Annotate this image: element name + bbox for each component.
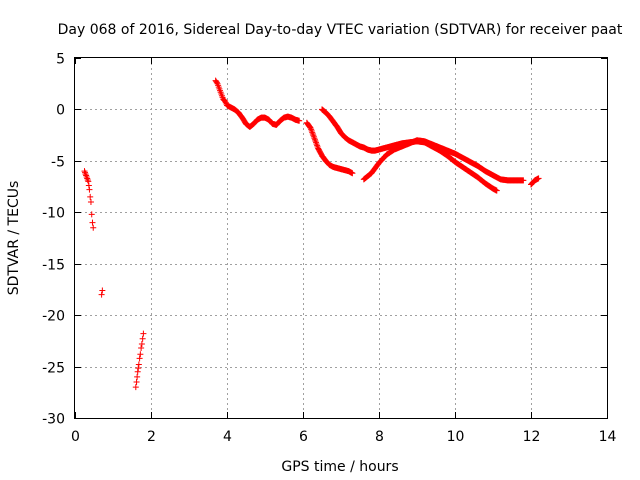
data-point	[135, 361, 142, 368]
data-series-arc-4	[212, 77, 303, 130]
data-point	[83, 174, 90, 181]
data-point	[222, 98, 229, 105]
x-tick-label: 10	[447, 429, 465, 445]
x-tick-labels: 0 2 4 6 8 10 12 14	[71, 429, 616, 445]
y-tick-label: 5	[56, 52, 65, 68]
data-point	[309, 129, 316, 136]
data-point	[312, 138, 319, 145]
axis-ticks	[75, 58, 608, 419]
x-axis-label: GPS time / hours	[281, 459, 398, 475]
data-point	[84, 175, 91, 182]
data-point	[88, 211, 95, 218]
data-point	[98, 291, 105, 298]
y-tick-label: -15	[42, 258, 65, 274]
y-tick-label: -25	[42, 361, 65, 377]
data-series-arc-2	[98, 287, 106, 298]
y-tick-labels: 5 0 -5 -10 -15 -20 -25 -30	[42, 52, 65, 428]
plot-frame	[74, 57, 608, 419]
data-point	[308, 126, 315, 133]
data-point	[313, 141, 320, 148]
data-point	[82, 169, 89, 176]
data-point	[134, 368, 141, 375]
data-point	[138, 345, 145, 352]
data-point	[314, 142, 321, 149]
data-point	[140, 330, 147, 337]
grid-lines	[75, 58, 607, 418]
y-tick-label: -20	[42, 309, 65, 325]
data-point	[307, 124, 314, 131]
data-point	[493, 187, 500, 194]
y-tick-label: -10	[42, 206, 65, 222]
data-point	[535, 175, 542, 182]
data-point	[520, 177, 527, 184]
data-series-arc-1	[81, 168, 97, 231]
y-tick-label: -30	[42, 412, 65, 428]
data-point	[82, 171, 89, 178]
data-series-arc-5	[303, 119, 356, 177]
data-series-arc-7	[360, 137, 527, 184]
data-point	[134, 373, 141, 380]
data-point	[222, 99, 229, 106]
chart-title: Day 068 of 2016, Sidereal Day-to-day VTE…	[58, 22, 623, 38]
data-point	[311, 136, 318, 143]
data-point	[349, 170, 356, 177]
x-tick-label: 14	[599, 429, 617, 445]
data-point	[89, 219, 96, 226]
data-point	[137, 351, 144, 358]
x-tick-label: 2	[147, 429, 156, 445]
data-point	[86, 186, 93, 193]
data-point	[84, 176, 91, 183]
data-point	[139, 335, 146, 342]
data-point	[99, 287, 106, 294]
x-tick-label: 4	[223, 429, 232, 445]
data-series-arc-3	[132, 330, 147, 391]
y-tick-label: -5	[51, 155, 65, 171]
y-tick-label: 0	[56, 103, 65, 119]
data-point	[133, 379, 140, 385]
data-point	[135, 365, 142, 372]
data-point	[81, 168, 88, 175]
data-point	[132, 384, 139, 391]
data-point	[138, 340, 145, 347]
y-axis-label: SDTVAR / TECUs	[6, 181, 22, 296]
x-tick-label: 8	[375, 429, 384, 445]
data-series-arc-6	[319, 106, 500, 194]
data-point	[213, 79, 220, 86]
data-series-arc-8	[528, 175, 542, 188]
data-point	[90, 224, 97, 231]
data-point	[296, 117, 303, 124]
data-point	[310, 132, 317, 139]
data-point	[313, 139, 320, 146]
data-point	[83, 172, 90, 179]
data-point	[311, 135, 318, 142]
data-point	[87, 193, 94, 200]
data-points	[81, 77, 542, 391]
x-tick-label: 12	[523, 429, 541, 445]
data-point	[310, 133, 317, 140]
data-point	[87, 199, 94, 205]
data-point	[309, 130, 316, 137]
data-point	[136, 355, 143, 362]
x-tick-label: 6	[299, 429, 308, 445]
data-point	[85, 182, 92, 189]
data-point	[308, 127, 315, 134]
data-point	[85, 178, 92, 185]
x-tick-label: 0	[71, 429, 80, 445]
